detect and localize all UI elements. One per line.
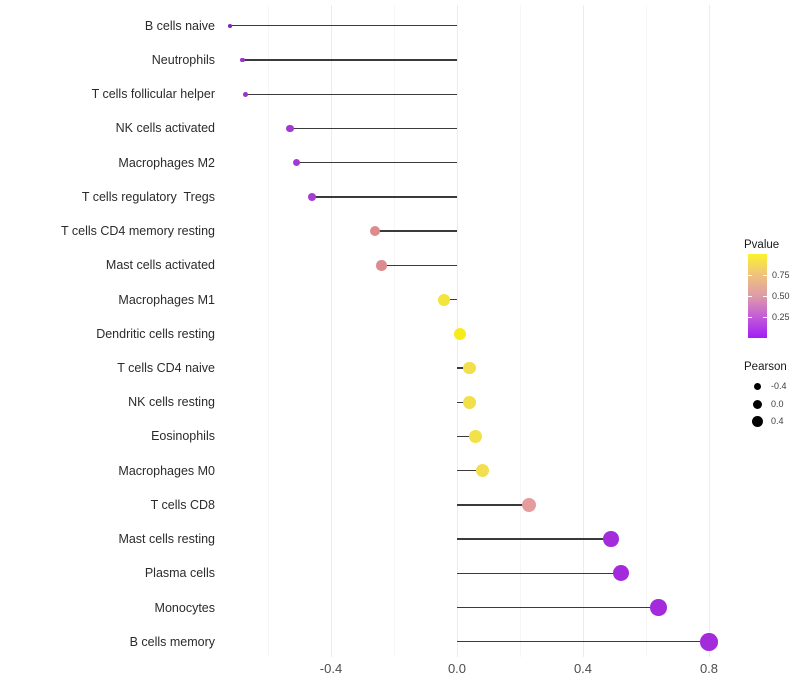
category-label: T cells CD4 memory resting [61,224,215,239]
colorbar-tick [763,296,767,297]
pvalue-legend-title: Pvalue [744,239,780,251]
category-label: Dendritic cells resting [96,326,215,341]
pearson-legend-label: -0.4 [771,381,787,391]
lollipop-dot [308,192,317,201]
category-label: Neutrophils [151,53,215,68]
gridline-minor [267,5,269,657]
pearson-legend-dot [752,399,762,409]
colorbar-tick-label: 0.25 [772,312,790,322]
lollipop-dot [286,124,294,133]
gridline-major [582,5,584,657]
pearson-legend-label: 0.0 [771,399,784,409]
lollipop-dot [463,395,476,409]
x-tick-label: 0.0 [447,661,467,676]
colorbar-tick [748,317,752,318]
lollipop-stick [457,504,530,506]
x-tick-label: 0.8 [699,661,719,676]
lollipop-stick [457,641,709,643]
category-label: NK cells resting [128,395,215,410]
category-label: Macrophages M2 [118,155,215,170]
lollipop-dot [240,57,246,63]
pvalue-colorbar [748,254,767,338]
lollipop-dot [522,497,537,512]
category-label: B cells memory [129,634,215,649]
lollipop-dot [292,158,301,167]
lollipop-stick [457,469,483,472]
pearson-legend-dot [751,415,763,427]
colorbar-tick [748,296,752,297]
lollipop-stick [312,196,457,198]
category-label: T cells follicular helper [91,87,215,102]
category-label: Eosinophils [151,429,215,444]
category-label: NK cells activated [115,121,215,136]
category-label: Monocytes [154,600,215,615]
lollipop-dot [228,23,233,28]
gridline-major [708,5,710,657]
category-label: Macrophages M0 [118,463,215,478]
lollipop-dot [243,91,249,97]
lollipop-dot [453,327,467,340]
lollipop-stick [457,538,612,540]
x-tick-label: 0.4 [573,661,593,676]
pearson-legend-label: 0.4 [771,416,784,426]
pearson-legend-dot [753,382,761,390]
lollipop-dot [463,361,476,375]
lollipop-stick [290,127,457,130]
gridline-major [330,5,332,657]
lollipop-dot [603,531,620,547]
lollipop-dot [650,599,667,616]
colorbar-tick [763,317,767,318]
pearson-legend-title: Pearson [744,361,787,373]
lollipop-stick [457,435,476,438]
category-label: T cells CD4 naive [117,361,215,375]
category-label: T cells regulatory Tregs [81,189,215,204]
lollipop-dot [370,226,381,237]
lollipop-dot [700,632,718,651]
colorbar-tick [763,275,767,276]
lollipop-stick [457,572,621,574]
lollipop-stick [230,25,457,27]
lollipop-stick [381,264,457,267]
category-label: Mast cells resting [118,532,215,547]
lollipop-stick [296,161,457,164]
x-tick-label: -0.4 [319,661,343,676]
category-label: Mast cells activated [105,258,215,273]
lollipop-dot [438,293,451,306]
lollipop-dot [376,260,387,271]
lollipop-stick [242,59,457,61]
colorbar-tick-label: 0.75 [772,270,790,280]
lollipop-dot [612,565,629,582]
lollipop-dot [475,464,489,478]
lollipop-stick [245,93,457,95]
lollipop-stick [444,298,457,301]
category-label: B cells naive [144,18,215,33]
lollipop-dot [469,430,483,443]
gridline-minor [393,5,395,657]
gridline-minor [519,5,521,657]
category-label: Macrophages M1 [118,292,215,307]
category-label: Plasma cells [144,566,215,581]
lollipop-stick [457,606,659,609]
colorbar-tick-label: 0.50 [772,291,790,301]
category-label: T cells CD8 [150,497,215,512]
lollipop-stick [375,230,457,232]
colorbar-tick [748,275,752,276]
gridline-minor [645,5,647,657]
